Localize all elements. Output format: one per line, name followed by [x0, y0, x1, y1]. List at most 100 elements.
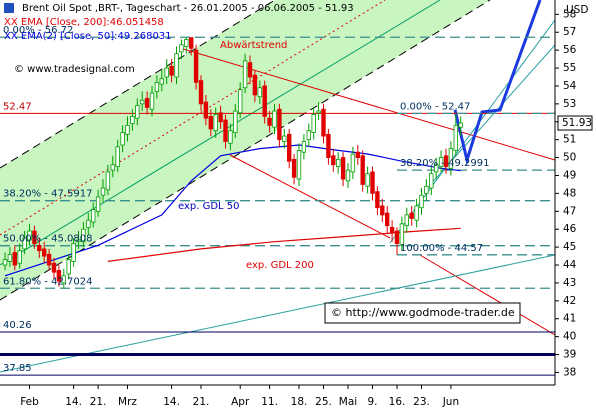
candle-body: [125, 124, 130, 135]
annotation: Abwärtstrend: [220, 40, 287, 51]
candle-body: [277, 108, 282, 141]
candle-body: [399, 223, 405, 246]
y-tick-label: 57: [563, 26, 576, 38]
candle-body: [335, 158, 341, 167]
x-tick-label: 14.: [163, 396, 180, 408]
candle-body: [433, 164, 439, 173]
candle-body: [272, 110, 277, 128]
candle-body: [27, 230, 32, 241]
annotation: exp. GDL 50: [178, 201, 240, 212]
x-tick-label: 14.: [65, 396, 82, 408]
y-tick-label: 54: [563, 80, 577, 92]
candle-body: [164, 67, 169, 78]
x-tick-label: Feb: [20, 396, 39, 408]
candle-body: [286, 133, 292, 162]
candle-body: [174, 53, 179, 78]
candle-body: [130, 115, 135, 124]
candle-body: [149, 92, 155, 110]
y-tick-label: 42: [563, 295, 576, 307]
plot: [0, 36, 555, 376]
candle-body: [95, 196, 101, 212]
candle-body: [424, 185, 429, 194]
candle-body: [350, 153, 356, 173]
candle-body: [32, 230, 37, 244]
candle-body: [81, 228, 86, 243]
annotation: exp. GDL 200: [246, 260, 314, 271]
y-tick-label: 50: [563, 152, 576, 164]
candle-body: [208, 115, 213, 130]
y-axis-label: USD: [566, 4, 588, 16]
channel-upper: [0, 0, 276, 169]
candle-body: [86, 219, 91, 228]
candle-body: [42, 248, 47, 257]
candle-body: [247, 62, 253, 78]
y-tick-label: 43: [563, 277, 576, 289]
channel-line: [0, 0, 441, 266]
x-tick-label: Mrz: [118, 396, 137, 408]
candle-body: [188, 37, 194, 49]
candle-body: [179, 44, 184, 53]
channel-mid: [0, 0, 386, 236]
level-label: 0.00% - 56.72: [3, 25, 73, 36]
copyright: © http://www.godmode-trader.de: [331, 306, 515, 319]
candle-body: [198, 80, 204, 105]
candle-body: [409, 212, 414, 219]
level-label: 38.20% - 49.2991: [400, 158, 489, 169]
candle-body: [321, 108, 326, 137]
candle-body: [326, 133, 331, 158]
x-tick-label: 18.: [291, 396, 308, 408]
level-label: 38.20% - 47.5917: [3, 189, 92, 200]
candle-body: [380, 205, 385, 216]
level-label: 100.00% - 44.57: [400, 243, 483, 254]
candle-body: [56, 269, 62, 282]
candle-body: [193, 49, 199, 83]
candle-body: [458, 122, 463, 128]
candle-body: [360, 155, 365, 185]
y-tick-label: 46: [563, 223, 577, 235]
x-tick-label: 21.: [193, 396, 210, 408]
candle-body: [100, 187, 106, 196]
y-tick-label: 41: [563, 313, 576, 325]
candle-body: [438, 157, 444, 167]
candle-body: [384, 212, 390, 227]
candle-body: [311, 114, 316, 133]
candle-body: [296, 150, 302, 180]
candle-body: [233, 110, 238, 133]
candle-body: [443, 155, 449, 167]
candle-body: [365, 173, 370, 187]
candle-body: [139, 99, 145, 105]
candle-body: [355, 151, 360, 158]
candle-body: [159, 78, 164, 85]
candle-body: [242, 60, 248, 89]
candle-body: [429, 173, 434, 189]
x-tick-label: Jun: [442, 396, 459, 408]
chart-title: Brent Oil Spot ,BRT-, Tageschart - 26.01…: [22, 3, 354, 14]
x-tick-label: 11.: [261, 396, 278, 408]
candle-body: [135, 105, 140, 119]
candle-body: [257, 87, 262, 98]
x-tick-label: Apr: [231, 396, 250, 408]
candle-body: [51, 262, 57, 273]
candle-body: [404, 214, 409, 227]
downtrend-line: [419, 254, 555, 336]
candle-body: [301, 141, 307, 153]
candle-body: [61, 275, 66, 284]
candle-body: [2, 259, 8, 266]
candle-body: [282, 135, 287, 142]
y-tick-label: 51: [563, 134, 576, 146]
candle-body: [228, 130, 233, 144]
candle-body: [414, 205, 419, 221]
candle-body: [213, 114, 218, 132]
candle-body: [115, 146, 120, 167]
candle-body: [91, 209, 96, 223]
candle-body: [218, 112, 223, 123]
candle-body: [22, 237, 27, 250]
candle-body: [340, 157, 346, 180]
candle-body: [331, 155, 336, 166]
candle-body: [169, 65, 174, 76]
candle-body: [389, 227, 395, 234]
x-tick-label: 23.: [413, 396, 430, 408]
channel-lower: [0, 0, 491, 301]
source: © www.tradesignal.com: [14, 64, 135, 75]
candle-body: [291, 158, 297, 178]
